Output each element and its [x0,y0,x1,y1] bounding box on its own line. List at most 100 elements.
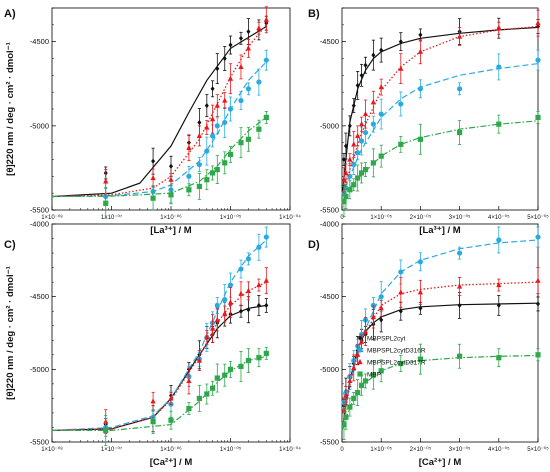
fit-line [52,355,267,431]
fit-line [51,25,267,198]
data-point [362,328,369,334]
series-mbpspl2cytd317r [341,9,541,197]
data-point [341,421,347,428]
data-point [256,79,262,85]
data-point [355,351,361,357]
x-tick-label: 5×10⁻⁰⁵ [527,446,549,453]
data-point [209,385,216,391]
data-point [359,382,365,388]
data-point [186,405,192,412]
data-point [359,72,364,78]
data-point [398,360,404,367]
data-point [370,160,376,166]
data-point [398,65,404,71]
data-point [341,198,347,205]
panel-label: C) [4,239,16,251]
fit-line [341,25,539,197]
series-mbpspl2cytd316r [341,226,541,431]
x-tick-label: 2×10⁻⁰⁵ [410,446,432,453]
data-point [362,167,369,173]
series-mbp [341,111,541,217]
data-point [238,140,244,146]
data-point [150,419,156,425]
panel-label: A) [4,8,16,20]
x-tick-label: 0 [340,215,344,221]
y-tick-label: -5000 [30,365,49,374]
fit-line [341,63,539,197]
data-point [204,124,210,130]
data-point [457,283,463,289]
data-point [209,170,216,176]
data-point [417,356,423,362]
data-point [417,289,423,295]
x-tick-label: 5×10⁻⁰⁵ [527,214,549,221]
y-tick-label: -5000 [320,121,339,130]
data-point [378,368,384,374]
legend-marker [357,371,363,377]
data-point [457,302,462,308]
data-point [418,305,423,311]
data-point [256,126,262,132]
data-point [222,55,227,62]
data-point [222,119,228,126]
x-tick-label: 3×10⁻⁰⁵ [449,214,471,221]
data-point [264,302,269,308]
plot-frame [341,7,539,211]
data-point [263,57,269,63]
data-point [496,302,501,308]
y-tick-label: -4500 [30,37,49,46]
data-point [496,355,502,361]
x-tick-label: 1×10⁻⁰⁸ [41,214,63,221]
panel-label: D) [308,239,320,251]
data-point [398,101,404,107]
x-tick-label: 1×10⁻⁰⁵ [370,446,392,453]
y-tick-label: -4000 [320,220,339,229]
data-point [103,427,109,433]
data-point [457,86,463,92]
fit-line [51,116,267,198]
data-point [204,148,210,154]
data-point [186,377,192,384]
x-tick-label: 4×10⁻⁰⁵ [488,446,510,453]
data-point [214,316,220,323]
data-point [347,377,353,384]
data-point [457,250,463,256]
fit-line [51,61,267,198]
data-point [228,42,233,48]
data-point [245,256,252,262]
data-point [186,187,192,193]
data-point [256,25,262,31]
y-tick-label: -5500 [30,206,49,215]
data-point [378,305,384,311]
x-axis-title: [La³⁺] / M [419,225,461,236]
data-point [227,106,234,112]
fit-line [341,120,539,197]
legend-marker [357,358,363,365]
data-point [351,182,357,188]
series-mbpspl2cytd317r [51,267,269,435]
data-point [103,178,109,184]
x-axis-title: [Ca²⁺] / M [150,457,193,468]
data-point [351,103,356,109]
series-mbpspl2cyt [341,17,540,197]
data-point [359,170,365,176]
data-point [343,414,349,420]
series-mbpspl2cytd316r [51,49,269,206]
data-point [378,111,384,117]
data-point [351,395,357,401]
data-point [238,35,243,41]
data-point [204,177,210,183]
y-axis-title: [θ]220 nm / deg · cm² · dmol⁻¹ [5,42,16,176]
series-mbp [52,346,269,446]
data-point [222,372,228,378]
series-mbp [51,111,269,219]
data-point [362,129,369,136]
data-point [256,281,262,288]
fit-line [51,281,267,432]
y-tick-label: -5500 [320,438,339,447]
data-point [263,234,269,240]
data-point [168,192,174,198]
y-axis-title: [θ]220 nm / deg · cm² · dmol⁻¹ [5,266,16,400]
x-tick-label: 1×10⁻⁰⁵ [370,214,392,221]
